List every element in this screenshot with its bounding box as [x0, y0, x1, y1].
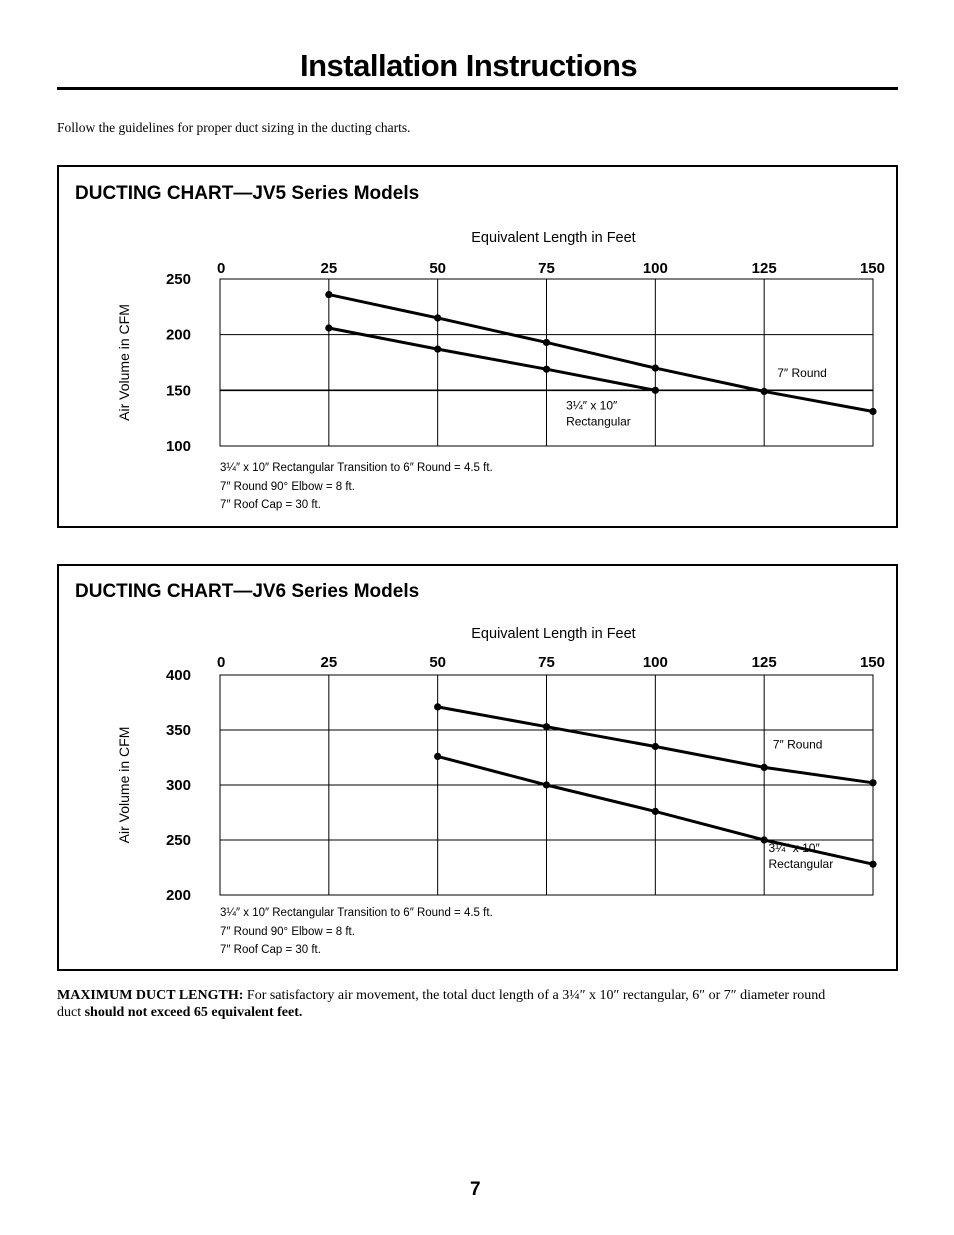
- y-tick-label: 250: [166, 271, 191, 288]
- x-tick-label: 100: [643, 654, 668, 671]
- ducting-chart-jv5: DUCTING CHART—JV5 Series Models 0 25 50 75 1…: [57, 165, 898, 528]
- data-point: [651, 386, 659, 394]
- data-point: [869, 407, 877, 416]
- x-tick-label: 150: [860, 260, 885, 277]
- series-label: 3¼″ x 10″: [769, 841, 821, 855]
- x-tick-label: 100: [643, 260, 668, 277]
- max-duct-label: MAXIMUM DUCT LENGTH:: [57, 988, 244, 1003]
- x-axis-title: Equivalent Length in Feet: [471, 626, 635, 642]
- data-point: [760, 763, 768, 771]
- series-line: [328, 293, 874, 413]
- chart-title: DUCTING CHART—JV5 Series Models: [75, 183, 420, 204]
- footnote: 7″ Roof Cap = 30 ft.: [220, 499, 321, 511]
- x-tick-label: 25: [320, 260, 337, 277]
- title-rule: [57, 87, 898, 90]
- footnote: 3¼″ x 10″ Rectangular Transition to 6″ R…: [220, 462, 493, 474]
- chart-footnotes: 3¼″ x 10″ Rectangular Transition to 6″ R…: [220, 459, 493, 515]
- data-point: [325, 290, 333, 299]
- x-tick-label: 50: [429, 260, 446, 277]
- y-tick-label: 200: [166, 887, 191, 904]
- x-tick-label: 50: [429, 654, 446, 671]
- series-label: 7″ Round: [773, 738, 823, 752]
- page-title: Installation Instructions: [300, 48, 638, 83]
- data-point: [434, 703, 442, 711]
- x-axis-title: Equivalent Length in Feet: [471, 230, 635, 246]
- x-tick-label: 25: [320, 654, 337, 671]
- y-tick-label: 300: [166, 777, 191, 794]
- data-point: [434, 314, 442, 322]
- series-line: [328, 326, 656, 392]
- y-tick-label: 350: [166, 722, 191, 739]
- y-axis-title: Air Volume in CFM: [116, 727, 132, 844]
- y-tick-label: 100: [166, 438, 191, 455]
- data-point: [325, 324, 333, 332]
- x-tick-label: 0: [217, 260, 225, 277]
- data-point: [760, 836, 768, 844]
- y-tick-label: 150: [166, 382, 191, 399]
- series-label: Rectangular: [769, 857, 834, 871]
- y-axis-title: Air Volume in CFM: [116, 304, 132, 421]
- x-tick-label: 0: [217, 654, 225, 671]
- chart-footnotes: 3¼″ x 10″ Rectangular Transition to 6″ R…: [220, 904, 493, 960]
- max-duct-emphasis: should not exceed 65 equivalent feet.: [84, 1005, 303, 1020]
- x-tick-label: 150: [860, 654, 885, 671]
- data-point: [651, 364, 659, 372]
- x-tick-label: 125: [752, 260, 777, 277]
- data-point: [434, 752, 442, 760]
- chart-jv5-svg: 0 25 50 75 100 125 150 250 200 150 100 Equivalent L…: [116, 230, 885, 455]
- data-point: [542, 338, 551, 347]
- data-point: [869, 779, 877, 787]
- series-label: 3¼″ x 10″: [566, 398, 618, 412]
- data-point: [869, 860, 877, 868]
- footnote: 3¼″ x 10″ Rectangular Transition to 6″ R…: [220, 907, 493, 919]
- intro-text: Follow the guidelines for proper duct si…: [57, 120, 411, 135]
- x-tick-label: 125: [752, 654, 777, 671]
- series-label: Rectangular: [566, 414, 631, 428]
- data-point: [651, 807, 659, 815]
- data-point: [542, 365, 551, 373]
- data-point: [542, 781, 551, 789]
- max-duct-length-note: MAXIMUM DUCT LENGTH: For satisfactory ai…: [57, 987, 837, 1021]
- max-duct-text: For satisfactory air movement, the total…: [57, 988, 826, 1020]
- chart-jv6-svg: 0 25 50 75 100 125 150 400 350 300 250 200 Equivalen…: [116, 626, 885, 904]
- y-tick-label: 400: [166, 667, 191, 684]
- data-point: [651, 742, 659, 751]
- ducting-chart-jv6: DUCTING CHART—JV6 Series Models 0 25 50 75 1…: [57, 564, 898, 971]
- footnote: 7″ Round 90° Elbow = 8 ft.: [220, 480, 355, 493]
- series-label: 7″ Round: [777, 366, 827, 380]
- data-point: [542, 723, 551, 731]
- data-point: [760, 387, 768, 396]
- footnote: 7″ Roof Cap = 30 ft.: [220, 944, 321, 956]
- page-number: 7: [470, 1179, 481, 1200]
- data-point: [434, 345, 442, 353]
- x-tick-label: 75: [538, 260, 555, 277]
- x-tick-label: 75: [538, 654, 555, 671]
- y-tick-label: 250: [166, 832, 191, 849]
- y-tick-label: 200: [166, 327, 191, 344]
- footnote: 7″ Round 90° Elbow = 8 ft.: [220, 925, 355, 938]
- chart-title: DUCTING CHART—JV6 Series Models: [75, 581, 420, 602]
